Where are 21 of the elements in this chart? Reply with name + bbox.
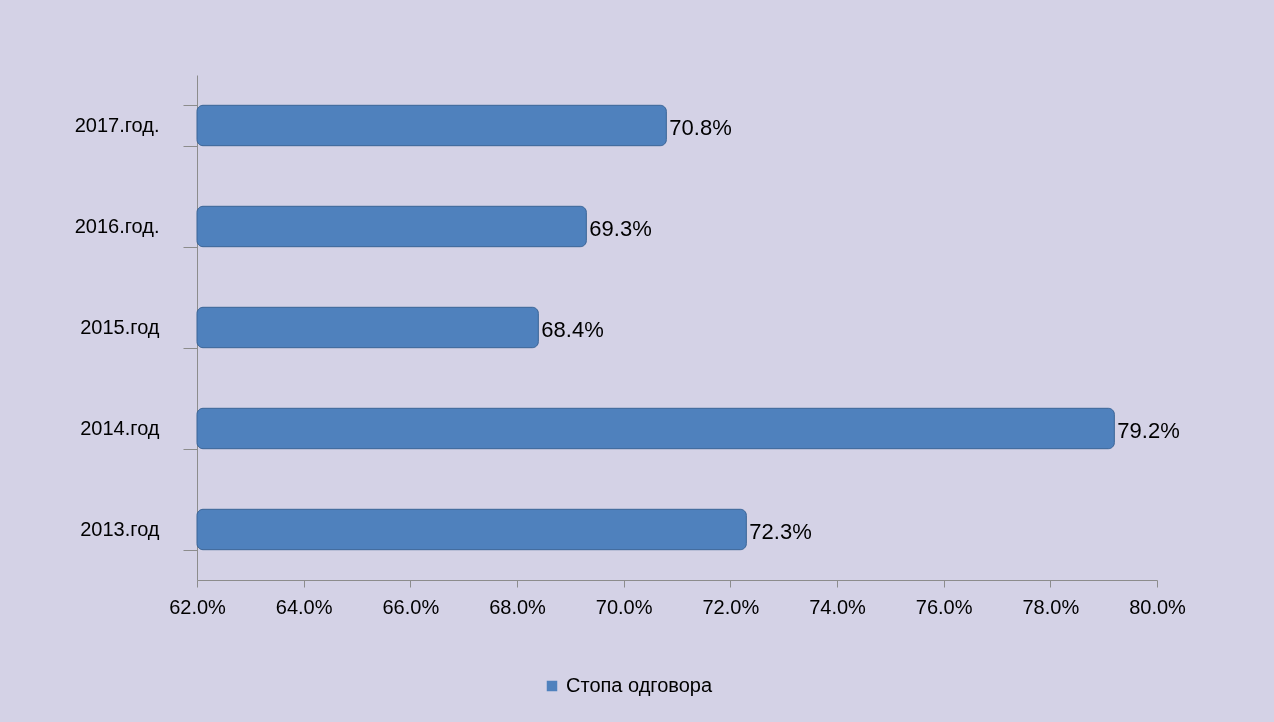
x-tick-label: 66.0% — [382, 595, 440, 618]
data-label: 79.2% — [1117, 417, 1180, 443]
x-tick-label: 70.0% — [595, 595, 653, 618]
y-tick-label: 2014.год — [80, 417, 160, 439]
data-label: 69.3% — [589, 215, 652, 241]
y-tick-label: 2016.год. — [74, 215, 160, 237]
y-tick-label: 2013.год — [80, 518, 160, 540]
legend-label: Стопа одговора — [566, 674, 713, 696]
x-tick-label: 76.0% — [915, 595, 973, 618]
x-tick-label: 78.0% — [1022, 595, 1080, 618]
data-label: 70.8% — [669, 114, 732, 140]
y-tick-label: 2015.год — [80, 316, 160, 338]
x-tick-label: 72.0% — [702, 595, 760, 618]
x-tick-label: 64.0% — [275, 595, 333, 618]
x-tick-label: 80.0% — [1129, 595, 1187, 618]
data-label: 72.3% — [749, 518, 812, 544]
x-tick-label: 68.0% — [489, 595, 547, 618]
x-tick-label: 74.0% — [809, 595, 867, 618]
x-tick-label: 62.0% — [169, 595, 227, 618]
y-tick-label: 2017.год. — [74, 114, 160, 136]
data-label: 68.4% — [541, 316, 604, 342]
